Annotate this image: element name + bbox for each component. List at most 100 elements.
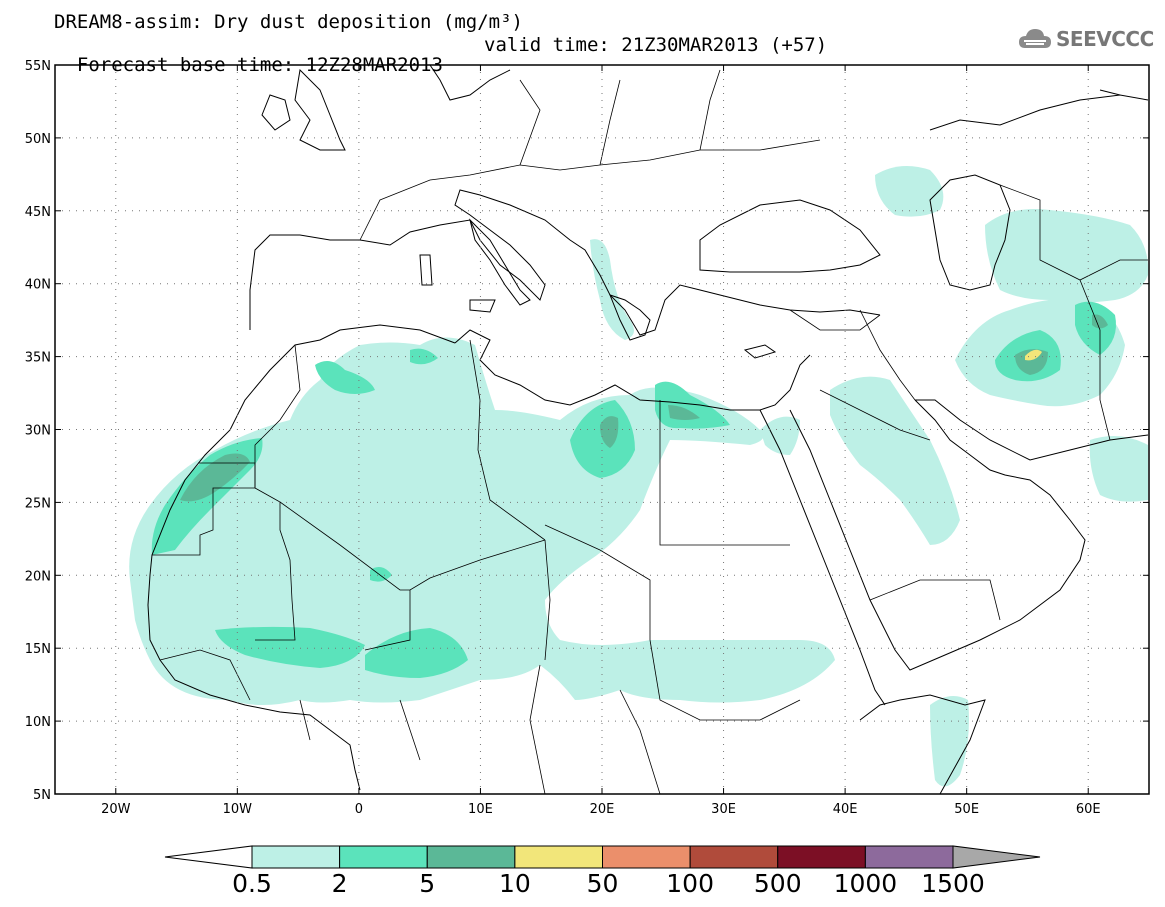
sardinia [419, 254, 433, 286]
border-saudi [819, 389, 1001, 621]
colorbar-label: 0.5 [232, 869, 272, 898]
graticule [55, 65, 1149, 794]
dust-peak-iran-e [1092, 314, 1108, 329]
axis-ticks [55, 64, 1149, 795]
lon-label: 10W [223, 802, 253, 817]
lat-label: 45N [25, 205, 51, 220]
colorbar-label: 1000 [834, 869, 898, 898]
lat-label: 20N [25, 569, 51, 584]
colorbar-label: 100 [666, 869, 714, 898]
colorbar-label: 10 [499, 869, 531, 898]
colorbar-label: 500 [754, 869, 802, 898]
map-title: DREAM8-assim: Dry dust deposition (mg/m³… [54, 11, 523, 33]
border-niger-chad [544, 539, 551, 661]
italy [469, 218, 531, 306]
colorbar-under-arrow [164, 845, 253, 869]
dust-peak-iran [1015, 349, 1048, 375]
colorbar-swatch [426, 845, 516, 869]
colorbar-label: 2 [332, 869, 348, 898]
border-europe-2 [519, 69, 721, 166]
border-libya-egypt [659, 400, 790, 546]
persian-gulf-north [915, 399, 1149, 461]
lon-label: 20W [101, 802, 131, 817]
country-borders [152, 69, 1148, 794]
lat-labels: 55N 50N 45N 40N 35N 30N 25N 20N 15N 10N 5N [25, 59, 51, 803]
border-central-asia [999, 184, 1148, 281]
border-west-africa [159, 649, 661, 794]
dust-core-sahel-e [365, 628, 468, 678]
dust-area-east-africa [930, 696, 969, 787]
dust-peak-morocco [180, 453, 250, 502]
lat-label: 5N [33, 788, 51, 803]
dust-level-3 [180, 314, 1108, 502]
lat-label: 40N [25, 278, 51, 293]
logo-text: SEEVCCC [1056, 27, 1154, 51]
scandinavia [429, 65, 511, 101]
lat-label: 10N [25, 715, 51, 730]
colorbar-swatch [602, 845, 691, 869]
sicily [469, 299, 496, 313]
lat-label: 35N [25, 351, 51, 366]
caspian-sea [929, 174, 1011, 291]
colorbar-swatch [864, 845, 954, 869]
dust-peak-egypt [668, 405, 700, 420]
border-western-sahara [152, 462, 256, 556]
colorbar-swatch [777, 845, 866, 869]
logo: SEEVCCC [1018, 26, 1154, 52]
cyprus [743, 344, 777, 359]
africa-coastline [147, 324, 986, 794]
black-sea [699, 199, 881, 273]
lat-label: 50N [25, 132, 51, 147]
uk-ireland [261, 68, 346, 151]
dust-core-niger [370, 566, 392, 582]
lon-label: 60E [1076, 802, 1101, 817]
dust-area-arabia [830, 376, 960, 545]
dust-max-iran [1025, 349, 1042, 361]
dust-area-balkans [590, 239, 634, 340]
colorbar-swatch [514, 845, 603, 869]
cloud-icon [1019, 29, 1051, 48]
border-morocco-algeria [254, 344, 301, 488]
lat-label: 15N [25, 642, 51, 657]
dust-area-turkmen [985, 209, 1149, 303]
border-mali-niger [364, 590, 411, 651]
border-sudan [649, 639, 801, 721]
lon-label: 40E [833, 802, 858, 817]
border-iraq-iran [859, 309, 916, 401]
lat-label: 25N [25, 496, 51, 511]
lon-labels: 20W 10W 0 10E 20E 30E 40E 50E 60E [101, 802, 1101, 817]
dust-core-algeria [315, 361, 375, 394]
greece [609, 294, 651, 341]
colorbar-swatch [689, 845, 779, 869]
dust-level-4 [1025, 349, 1042, 361]
colorbar-label: 50 [587, 869, 619, 898]
colorbar-swatch [251, 845, 341, 869]
border-algeria-libya [469, 339, 546, 541]
europe-coast [249, 189, 881, 336]
lon-label: 20E [590, 802, 615, 817]
dust-area-kazakh [875, 166, 944, 217]
red-sea-west [759, 409, 886, 706]
colorbar: 0.5 2 5 10 50 100 500 1000 1500 [164, 845, 1041, 898]
valid-time: valid time: 21Z30MAR2013 (+57) [484, 34, 828, 56]
lon-label: 30E [711, 802, 736, 817]
colorbar-label: 1500 [921, 869, 985, 898]
dust-core-tunisia [410, 348, 438, 365]
colorbar-swatch [339, 845, 428, 869]
colorbar-label: 5 [419, 869, 435, 898]
lon-label: 10E [468, 802, 493, 817]
lat-label: 30N [25, 424, 51, 439]
border-europe-1 [359, 139, 821, 241]
dust-core-sahel-w [215, 626, 365, 668]
kazakh-steppe [929, 94, 1149, 131]
dust-area-gulf [1089, 436, 1148, 502]
dust-peak-libya [600, 416, 619, 448]
dust-area-mali-niger [295, 486, 444, 627]
border-turkey-syria [789, 309, 881, 331]
lon-label: 50E [954, 802, 979, 817]
lat-label: 55N [25, 59, 51, 74]
colorbar-over-arrow [952, 845, 1041, 869]
dust-area-sinai [760, 416, 800, 455]
lon-label: 0 [355, 802, 363, 817]
